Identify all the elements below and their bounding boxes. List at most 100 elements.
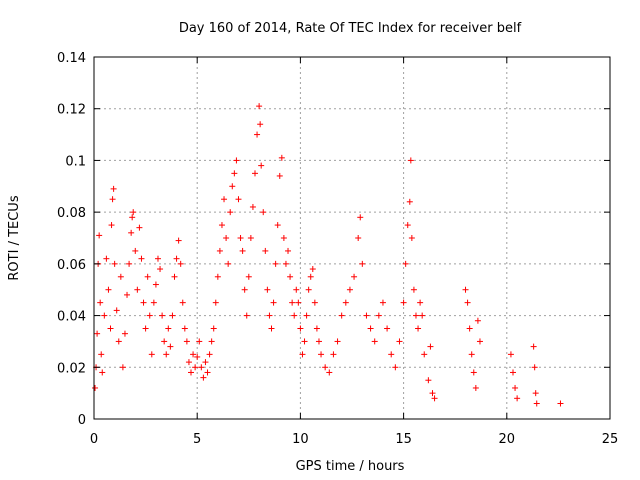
data-point (509, 369, 516, 376)
data-point (206, 351, 213, 358)
data-point (239, 247, 246, 254)
data-point (303, 312, 310, 319)
axis-ticks: 0 5 10 15 20 25 0 0.02 0.04 0.06 0.08 0.1 0.12 0.14 (57, 51, 618, 447)
data-point (241, 286, 248, 293)
data-point (185, 359, 192, 366)
data-point (96, 232, 103, 239)
data-point (167, 343, 174, 350)
data-point (146, 312, 153, 319)
data-point (410, 286, 417, 293)
data-point (355, 235, 362, 241)
data-point (152, 281, 159, 288)
data-point (210, 325, 217, 332)
data-point (285, 247, 292, 254)
data-point (101, 312, 108, 319)
data-point (419, 312, 426, 319)
data-point (276, 172, 283, 179)
data-point (311, 299, 318, 306)
data-point (190, 351, 197, 358)
plot-frame (93, 56, 611, 420)
data-point (129, 214, 136, 221)
data-point (140, 299, 147, 306)
data-point (470, 369, 477, 376)
data-point (406, 198, 413, 205)
data-point (208, 338, 215, 345)
data-point (110, 185, 117, 192)
data-point (198, 364, 205, 371)
data-point (396, 338, 403, 345)
data-point (367, 325, 374, 332)
y-tick-label: 0.14 (57, 51, 86, 66)
data-point (462, 286, 469, 293)
data-point (476, 338, 483, 345)
data-point (415, 325, 422, 332)
data-point (216, 247, 223, 254)
data-point (532, 390, 539, 397)
data-point (194, 353, 201, 360)
data-point (214, 273, 221, 280)
y-tick-label: 0.08 (57, 206, 86, 221)
data-point (330, 351, 337, 358)
data-point (297, 325, 304, 332)
data-point (301, 338, 308, 345)
data-point (221, 196, 228, 203)
data-point (289, 299, 296, 306)
data-point (229, 183, 236, 190)
data-point (136, 224, 143, 231)
data-point (402, 260, 409, 267)
y-axis-label: ROTI / TECUs (7, 195, 22, 280)
data-point (163, 351, 170, 358)
data-point (181, 325, 188, 332)
data-point (92, 384, 99, 391)
data-point (177, 260, 184, 267)
data-point (113, 307, 120, 314)
data-point (315, 338, 322, 345)
data-point (262, 247, 269, 254)
data-point (371, 338, 378, 345)
data-point (258, 162, 265, 169)
data-point (107, 325, 114, 332)
data-point (266, 312, 273, 319)
data-point (105, 286, 112, 293)
data-point (357, 214, 364, 221)
data-point (417, 299, 424, 306)
data-point (264, 286, 271, 293)
data-point (148, 351, 155, 358)
data-point (334, 338, 341, 345)
data-point (468, 351, 475, 358)
data-point (169, 312, 176, 319)
data-point (363, 312, 370, 319)
data-point (322, 364, 329, 371)
data-point (126, 260, 133, 267)
data-point (299, 351, 306, 358)
data-point (161, 338, 168, 345)
data-point (175, 237, 182, 244)
data-point (108, 222, 115, 229)
data-point (165, 325, 172, 332)
data-point (466, 325, 473, 332)
data-point (408, 235, 415, 241)
x-tick-label: 25 (602, 432, 619, 447)
data-point (144, 273, 151, 280)
data-point (287, 273, 294, 280)
data-point (272, 260, 279, 267)
data-point (157, 266, 164, 273)
data-point (404, 222, 411, 229)
data-point (557, 400, 564, 407)
x-tick-label: 20 (499, 432, 516, 447)
data-point (196, 338, 203, 345)
data-point (111, 260, 118, 267)
data-point (94, 330, 101, 337)
y-tick-label: 0.1 (65, 154, 86, 169)
data-point (142, 325, 149, 332)
data-point (124, 291, 131, 298)
data-point (200, 374, 207, 381)
data-point (425, 377, 432, 384)
data-point (227, 209, 234, 216)
data-point (119, 364, 126, 371)
y-tick-label: 0.12 (57, 103, 86, 118)
data-point (388, 351, 395, 358)
chart-title: Day 160 of 2014, Rate Of TEC Index for r… (179, 21, 522, 36)
data-point (392, 364, 399, 371)
